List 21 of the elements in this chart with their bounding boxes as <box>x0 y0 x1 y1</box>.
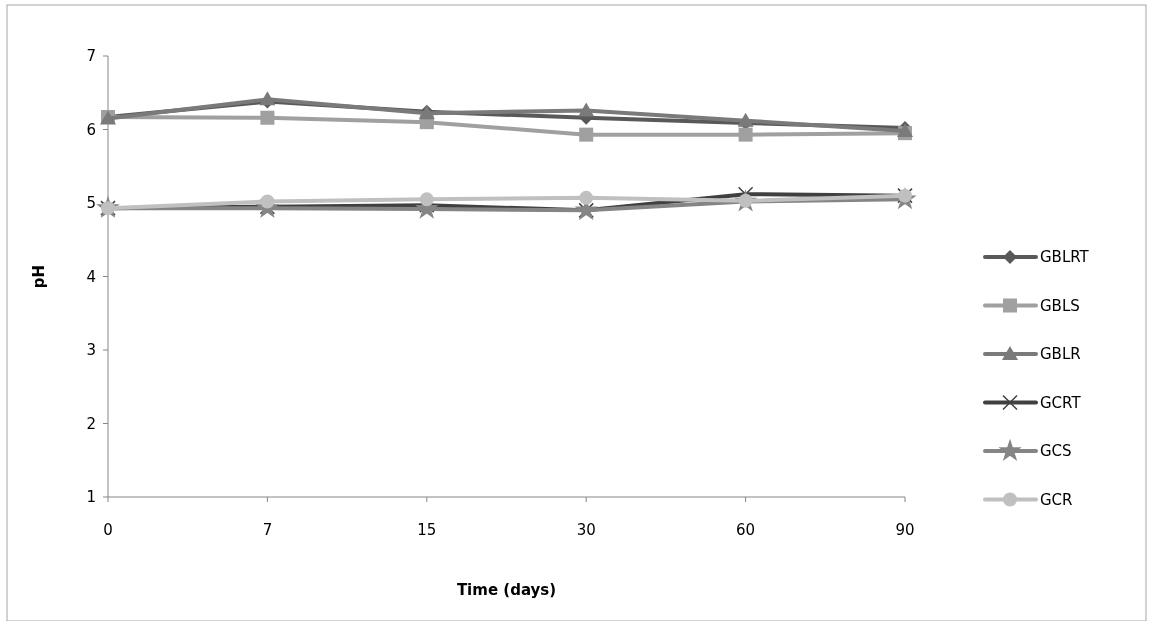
legend-label: GCRT <box>1040 393 1082 412</box>
y-tick-label: 2 <box>86 414 96 433</box>
x-tick-label: 15 <box>417 521 437 539</box>
y-tick-label: 6 <box>86 120 96 139</box>
y-axis-title: pH <box>30 264 48 289</box>
legend-label: GCR <box>1040 490 1073 509</box>
y-tick-label: 7 <box>86 47 96 66</box>
legend-label: GCS <box>1040 442 1072 461</box>
y-tick-label: 5 <box>86 194 96 213</box>
y-tick-label: 3 <box>86 341 96 360</box>
legend-label: GBLR <box>1040 345 1081 364</box>
x-tick-label: 60 <box>736 521 756 539</box>
y-tick-label: 1 <box>86 488 96 507</box>
y-tick-label: 4 <box>86 267 96 286</box>
x-tick-label: 90 <box>895 521 915 539</box>
legend-label: GBLS <box>1040 296 1080 315</box>
x-tick-label: 0 <box>103 521 113 539</box>
x-tick-label: 30 <box>576 521 596 539</box>
x-axis-title: Time (days) <box>456 581 557 599</box>
x-tick-label: 7 <box>262 521 273 539</box>
legend-label: GBLRT <box>1040 248 1090 267</box>
